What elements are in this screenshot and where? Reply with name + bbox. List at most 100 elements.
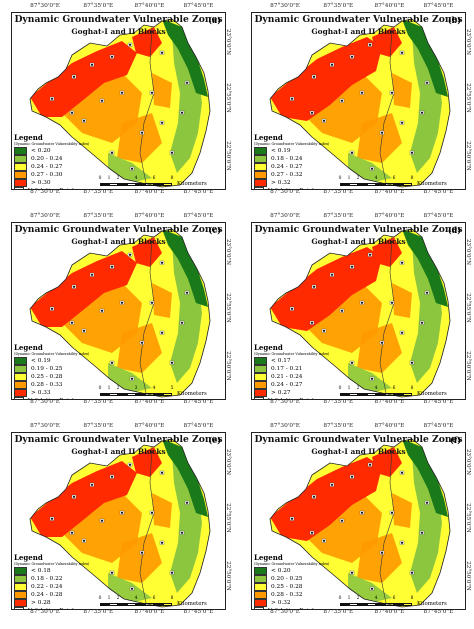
zone-high	[152, 73, 172, 108]
district-outline	[29, 18, 211, 188]
scale-unit-label: Kilometers	[417, 181, 447, 187]
scale-segment	[163, 603, 172, 606]
legend-validation-item: Validation Points	[14, 607, 106, 609]
validation-point	[150, 511, 154, 514]
scale-segment	[367, 183, 376, 186]
legend-subtitle: (Dynamic Groundwater Vulnerability Index…	[254, 142, 330, 146]
longitude-tick-label: 87°40'0"E	[134, 3, 165, 9]
scale-segment	[403, 183, 412, 186]
scale-bar-segments	[340, 603, 412, 606]
longitude-tick-label: 87°30'0"E	[30, 609, 60, 615]
latitude-axis: 23°0'0"N 22°55'0"N 22°50'0"N	[465, 12, 473, 188]
validation-point	[180, 111, 184, 114]
validation-point	[340, 309, 344, 312]
scale-tick-label: 8	[410, 386, 414, 391]
longitude-tick-label: 87°40'0"E	[374, 423, 405, 429]
legend-label: < 0.19	[31, 358, 51, 364]
legend-item: < 0.20	[14, 147, 106, 155]
zone-high	[152, 283, 172, 318]
longitude-tick-label: 87°35'0"E	[83, 189, 114, 195]
map-legend: Legend (Dynamic Groundwater Vulnerability…	[14, 553, 106, 609]
validation-point	[368, 463, 372, 466]
legend-item: > 0.27	[254, 389, 346, 397]
validation-point	[390, 301, 394, 304]
map-subtitle: Goghat-I and II Blocks	[311, 447, 406, 456]
scale-tick-label: 8	[170, 596, 174, 601]
longitude-tick-label: 87°40'0"E	[374, 609, 405, 615]
legend-item: 0.24 - 0.28	[14, 591, 106, 599]
map-frame: Dynamic Groundwater Vulnerable Zones Gogh…	[251, 432, 466, 610]
scale-unit-label: Kilometers	[177, 391, 207, 397]
longitude-tick-label: 87°40'0"E	[374, 399, 405, 405]
map-panel-e: 87°30'0"E 87°35'0"E 87°40'0"E 87°45'0"E 87°3…	[3, 422, 231, 617]
scale-bar: 0 1 2 4 6 8 Kilometers	[339, 386, 450, 398]
validation-point	[50, 307, 54, 310]
legend-item: 0.27 - 0.32	[254, 171, 346, 179]
legend-item: 0.17 - 0.21	[254, 365, 346, 373]
validation-point	[400, 51, 404, 54]
scale-segment	[385, 393, 394, 396]
legend-label: 0.22 - 0.24	[31, 584, 63, 590]
scale-tick-label: 4	[374, 176, 378, 181]
map-panel-c: 87°30'0"E 87°35'0"E 87°40'0"E 87°45'0"E 87°3…	[3, 212, 231, 407]
validation-point-icon	[254, 607, 264, 609]
validation-point	[90, 483, 94, 486]
panel-label: (b)	[447, 15, 461, 25]
scale-bar-segments	[100, 603, 172, 606]
validation-point	[330, 63, 334, 66]
validation-point	[110, 55, 114, 58]
zone-very-high	[30, 41, 137, 117]
map-title: Dynamic Groundwater Vulnerable Zones	[14, 434, 223, 445]
block-boundary	[139, 26, 155, 184]
scale-segment	[340, 603, 349, 606]
validation-point	[370, 167, 374, 170]
map-title: Dynamic Groundwater Vulnerable Zones	[14, 14, 223, 25]
validation-point	[400, 471, 404, 474]
legend-swatch	[254, 381, 267, 389]
legend-item: 0.24 - 0.27	[254, 163, 346, 171]
legend-swatch	[14, 365, 27, 373]
legend-swatch	[14, 147, 27, 155]
validation-point	[110, 475, 114, 478]
validation-point	[410, 151, 414, 154]
legend-label: 0.24 - 0.28	[31, 592, 63, 598]
validation-point	[350, 265, 354, 268]
validation-point	[420, 321, 424, 324]
validation-point	[350, 361, 354, 364]
scale-tick-label: 0	[98, 176, 102, 181]
vulnerability-map	[269, 228, 451, 398]
validation-point	[360, 91, 364, 94]
scale-bar: 0 1 2 4 6 8 Kilometers	[99, 596, 210, 608]
longitude-tick-label: 87°45'0"E	[423, 189, 454, 195]
legend-swatch	[254, 599, 267, 607]
map-title: Dynamic Groundwater Vulnerable Zones	[254, 434, 463, 445]
scale-segment	[340, 393, 349, 396]
validation-point	[400, 261, 404, 264]
longitude-tick-label: 87°30'0"E	[30, 423, 60, 429]
validation-point	[180, 321, 184, 324]
legend-swatch	[254, 365, 267, 373]
scale-bar: 0 1 2 4 6 8 Kilometers	[339, 596, 450, 608]
validation-point	[350, 55, 354, 58]
validation-point	[140, 551, 144, 554]
longitude-tick-label: 87°35'0"E	[83, 213, 114, 219]
map-subtitle: Goghat-I and II Blocks	[71, 27, 166, 36]
longitude-tick-label: 87°45'0"E	[183, 189, 214, 195]
validation-point-icon	[14, 187, 24, 189]
longitude-tick-label: 87°45'0"E	[183, 213, 214, 219]
panel-label: (a)	[208, 15, 221, 25]
scale-tick-label: 6	[152, 176, 156, 181]
longitude-tick-label: 87°40'0"E	[134, 609, 165, 615]
validation-point	[350, 571, 354, 574]
legend-label: Validation Points	[268, 188, 317, 189]
district-outline	[269, 438, 451, 608]
scale-bar: 0 1 2 3 4 5 Kilometers	[99, 386, 210, 398]
legend-validation-item: Validation Points	[254, 607, 346, 609]
scale-segment	[145, 603, 154, 606]
validation-point	[180, 531, 184, 534]
validation-point	[410, 361, 414, 364]
latitude-tick-label: 22°55'0"N	[465, 293, 471, 324]
validation-point	[72, 495, 76, 498]
